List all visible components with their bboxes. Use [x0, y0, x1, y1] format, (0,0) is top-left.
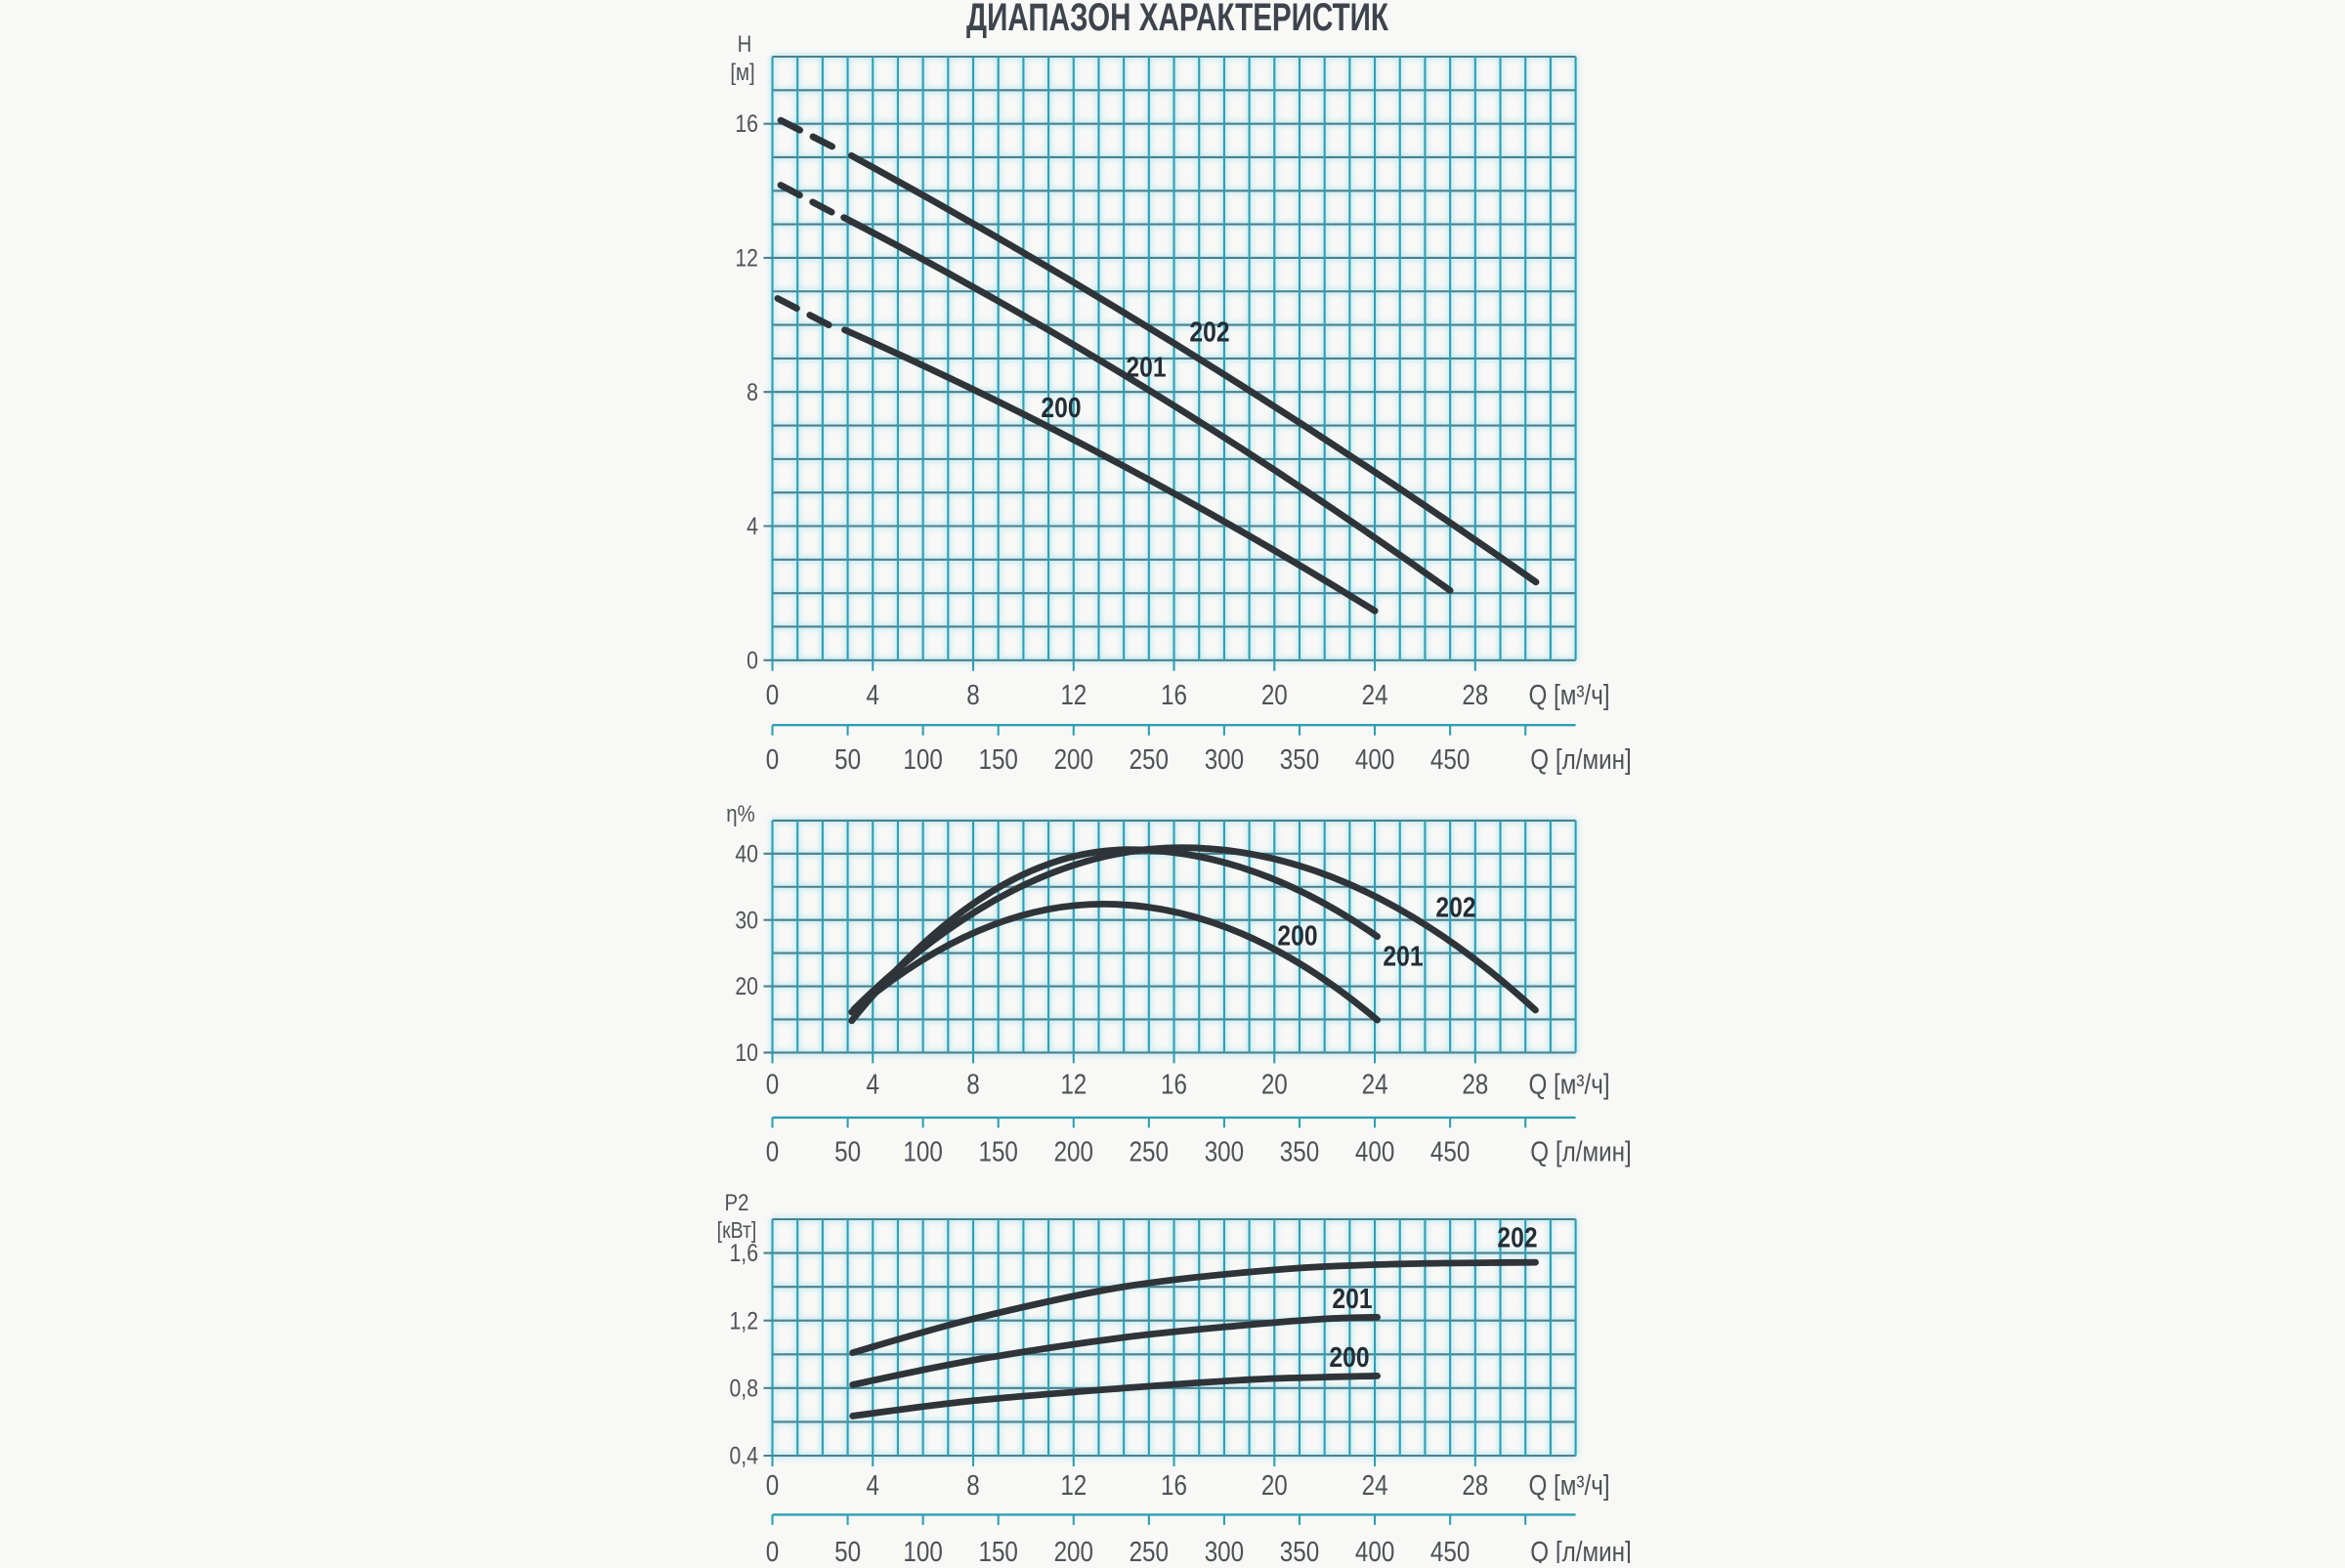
svg-text:200: 200	[1054, 1536, 1093, 1563]
svg-text:12: 12	[1060, 679, 1087, 710]
svg-text:450: 450	[1430, 1136, 1470, 1167]
svg-text:8: 8	[966, 1469, 979, 1501]
svg-text:20: 20	[1261, 1469, 1288, 1501]
svg-text:0: 0	[766, 1469, 779, 1501]
svg-text:4: 4	[867, 679, 879, 710]
svg-text:200: 200	[1329, 1341, 1369, 1373]
svg-text:12: 12	[1060, 1469, 1087, 1501]
svg-text:40: 40	[735, 840, 758, 868]
svg-text:201: 201	[1126, 352, 1166, 383]
svg-text:400: 400	[1355, 743, 1394, 775]
svg-text:12: 12	[1060, 1069, 1087, 1100]
svg-text:4: 4	[867, 1069, 879, 1100]
svg-text:1,2: 1,2	[729, 1307, 758, 1335]
svg-text:150: 150	[978, 743, 1017, 775]
svg-text:η%: η%	[726, 800, 754, 826]
svg-text:[м]: [м]	[730, 59, 754, 85]
svg-text:150: 150	[978, 1136, 1017, 1167]
svg-text:28: 28	[1462, 1469, 1488, 1501]
svg-text:300: 300	[1205, 1136, 1244, 1167]
svg-text:28: 28	[1462, 1069, 1488, 1100]
svg-text:12: 12	[735, 244, 758, 272]
svg-text:20: 20	[735, 972, 758, 999]
svg-text:30: 30	[735, 907, 758, 934]
svg-text:Q [м³/ч]: Q [м³/ч]	[1528, 679, 1609, 710]
svg-text:0: 0	[766, 1536, 779, 1563]
svg-text:16: 16	[735, 110, 758, 138]
svg-text:24: 24	[1362, 1069, 1388, 1100]
svg-text:16: 16	[1161, 679, 1187, 710]
svg-text:450: 450	[1430, 743, 1470, 775]
svg-text:ДИАПАЗОН ХАРАКТЕРИСТИК: ДИАПАЗОН ХАРАКТЕРИСТИК	[966, 0, 1388, 39]
svg-text:4: 4	[746, 512, 758, 539]
svg-text:250: 250	[1130, 1136, 1169, 1167]
svg-text:0: 0	[766, 679, 779, 710]
svg-text:4: 4	[867, 1469, 879, 1501]
svg-text:Q [л/мин]: Q [л/мин]	[1530, 743, 1631, 775]
svg-text:350: 350	[1280, 743, 1319, 775]
svg-text:8: 8	[966, 1069, 979, 1100]
svg-text:50: 50	[834, 1136, 861, 1167]
svg-text:0: 0	[766, 1136, 779, 1167]
svg-text:8: 8	[966, 679, 979, 710]
svg-text:200: 200	[1277, 920, 1317, 952]
svg-text:150: 150	[978, 1536, 1017, 1563]
svg-text:201: 201	[1332, 1283, 1372, 1314]
svg-text:16: 16	[1161, 1469, 1187, 1501]
svg-text:250: 250	[1130, 1536, 1169, 1563]
svg-text:300: 300	[1205, 1536, 1244, 1563]
svg-text:0: 0	[746, 647, 758, 674]
svg-text:200: 200	[1054, 743, 1093, 775]
svg-text:10: 10	[735, 1038, 758, 1066]
svg-text:Q [м³/ч]: Q [м³/ч]	[1528, 1069, 1609, 1100]
svg-text:350: 350	[1280, 1136, 1319, 1167]
svg-text:Q [м³/ч]: Q [м³/ч]	[1528, 1469, 1609, 1501]
svg-text:1,6: 1,6	[729, 1240, 758, 1267]
svg-text:201: 201	[1383, 941, 1423, 972]
svg-text:0,8: 0,8	[729, 1375, 758, 1402]
svg-text:202: 202	[1189, 317, 1229, 348]
svg-text:P2: P2	[725, 1189, 749, 1215]
svg-text:8: 8	[746, 378, 758, 405]
svg-text:100: 100	[903, 743, 942, 775]
svg-text:24: 24	[1362, 1469, 1388, 1501]
svg-text:400: 400	[1355, 1136, 1394, 1167]
svg-text:400: 400	[1355, 1536, 1394, 1563]
svg-text:300: 300	[1205, 743, 1244, 775]
svg-text:Q [л/мин]: Q [л/мин]	[1530, 1136, 1631, 1167]
svg-text:20: 20	[1261, 679, 1288, 710]
svg-text:0: 0	[766, 743, 779, 775]
svg-text:100: 100	[903, 1536, 942, 1563]
svg-text:100: 100	[903, 1136, 942, 1167]
svg-text:50: 50	[834, 1536, 861, 1563]
svg-text:202: 202	[1497, 1222, 1537, 1253]
svg-text:[кВт]: [кВт]	[717, 1218, 757, 1244]
svg-text:200: 200	[1041, 392, 1081, 423]
svg-text:20: 20	[1261, 1069, 1288, 1100]
svg-text:16: 16	[1161, 1069, 1187, 1100]
svg-text:50: 50	[834, 743, 861, 775]
svg-text:H: H	[738, 30, 752, 57]
svg-text:450: 450	[1430, 1536, 1470, 1563]
svg-text:200: 200	[1054, 1136, 1093, 1167]
svg-text:0,4: 0,4	[729, 1442, 758, 1469]
svg-text:0: 0	[766, 1069, 779, 1100]
svg-text:28: 28	[1462, 679, 1488, 710]
svg-text:Q [л/мин]: Q [л/мин]	[1530, 1536, 1631, 1563]
svg-text:202: 202	[1435, 892, 1475, 923]
svg-text:350: 350	[1280, 1536, 1319, 1563]
svg-text:24: 24	[1362, 679, 1388, 710]
svg-text:250: 250	[1130, 743, 1169, 775]
